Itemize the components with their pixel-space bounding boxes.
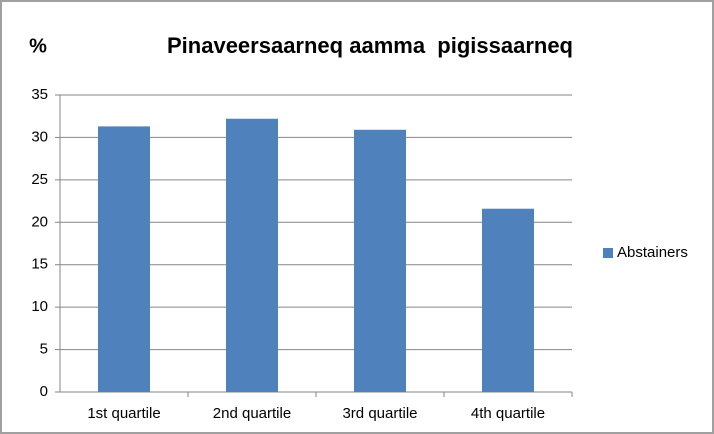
y-tick-label: 15	[31, 256, 48, 273]
y-tick-label: 0	[40, 383, 48, 400]
x-tick-label: 2nd quartile	[213, 405, 291, 422]
chart-title: Pinaveersaarneq aamma pigissaarneq	[167, 33, 573, 58]
legend-swatch	[603, 248, 613, 258]
y-axis-label: %	[29, 35, 47, 57]
y-tick-label: 25	[31, 171, 48, 188]
x-tick-label: 1st quartile	[87, 405, 160, 422]
x-tick-label: 3rd quartile	[342, 405, 417, 422]
bar	[482, 208, 534, 392]
x-tick-label: 4th quartile	[471, 405, 545, 422]
y-tick-label: 20	[31, 213, 48, 230]
bar	[226, 118, 278, 392]
y-tick-label: 5	[40, 341, 48, 358]
y-tick-label: 35	[31, 86, 48, 103]
legend-label: Abstainers	[617, 244, 688, 261]
bar	[98, 126, 150, 392]
bar	[354, 129, 406, 392]
y-tick-label: 30	[31, 128, 48, 145]
y-tick-label: 10	[31, 298, 48, 315]
